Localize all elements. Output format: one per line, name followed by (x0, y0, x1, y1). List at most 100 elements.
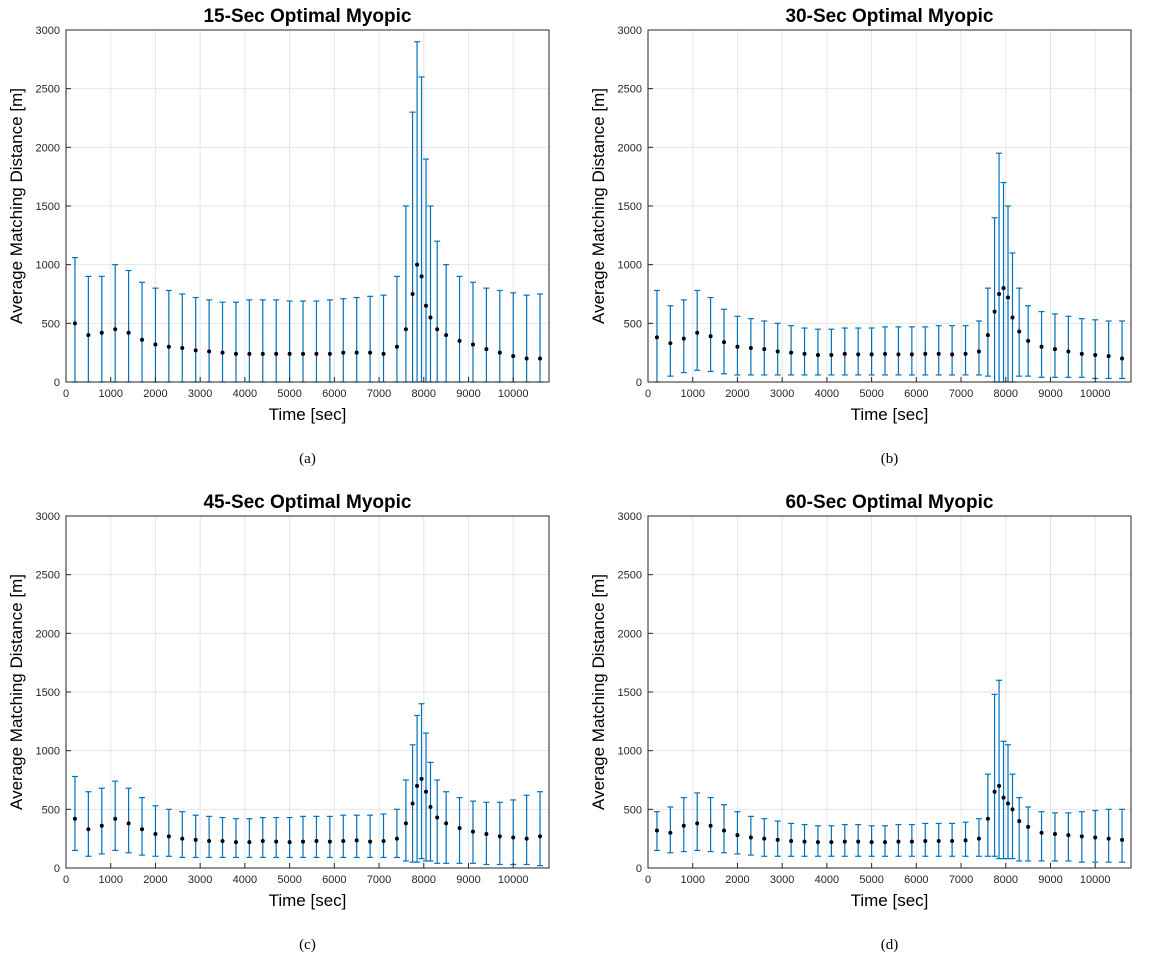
subfigure-caption: (c) (299, 937, 316, 953)
chart-panel-c: 0 1000 2000 3000 4000 5000 6000 7000 8000 9000 100… (0, 486, 582, 972)
data-point (314, 839, 319, 844)
data-point (444, 333, 449, 338)
data-point (815, 353, 820, 358)
data-point (113, 816, 118, 821)
y-tick-label: 2000 (618, 142, 642, 154)
data-point (99, 330, 104, 335)
x-tick-label: 1000 (680, 388, 704, 400)
data-point (748, 345, 753, 350)
x-tick-label: 0 (645, 388, 651, 400)
x-tick-label: 3000 (770, 874, 794, 886)
data-point (410, 292, 415, 296)
x-tick-label: 10000 (498, 388, 529, 400)
data-point (936, 351, 941, 356)
data-point (842, 839, 847, 844)
data-point (909, 839, 914, 844)
data-point (403, 821, 408, 826)
data-point (381, 351, 386, 356)
data-point (735, 344, 740, 349)
data-point (963, 838, 968, 843)
data-point (735, 833, 740, 838)
data-point (368, 839, 373, 844)
chart-title: 15-Sec Optimal Myopic (203, 6, 411, 27)
data-point (113, 327, 118, 332)
data-point (1106, 836, 1111, 841)
subfigure-caption: (d) (881, 937, 899, 953)
data-point (435, 815, 440, 820)
y-tick-label: 2000 (618, 628, 642, 640)
chart-panel-a: 0 1000 2000 3000 4000 5000 6000 7000 8000 9000 100… (0, 0, 582, 486)
data-point (997, 783, 1002, 788)
y-tick-label: 3000 (618, 511, 642, 523)
data-point (424, 303, 429, 308)
x-tick-label: 5000 (277, 874, 301, 886)
data-point (415, 783, 420, 788)
y-tick-label: 2500 (618, 84, 642, 96)
chart-panel-b: 0 1000 2000 3000 4000 5000 6000 7000 8000 9000 100… (582, 0, 1164, 486)
data-point (354, 838, 359, 843)
y-tick-label: 0 (54, 377, 60, 389)
data-point (856, 352, 861, 357)
chart-b-svg: 0 1000 2000 3000 4000 5000 6000 7000 8000 9000 100… (589, 6, 1132, 467)
data-point (1026, 824, 1031, 829)
y-tick-label: 2000 (36, 628, 60, 640)
x-tick-label: 5000 (859, 388, 883, 400)
chart-title: 30-Sec Optimal Myopic (785, 6, 993, 27)
chart-c-svg: 0 1000 2000 3000 4000 5000 6000 7000 8000 9000 100… (7, 492, 550, 953)
y-tick-label: 1000 (36, 746, 60, 758)
data-point (457, 826, 462, 831)
data-point (1120, 356, 1125, 361)
data-point (140, 337, 145, 342)
y-tick-label: 0 (636, 863, 642, 875)
data-point (72, 321, 77, 326)
data-point (403, 327, 408, 332)
data-point (368, 350, 373, 355)
y-axis-label: Average Matching Distance [m] (7, 88, 26, 324)
data-point (1093, 835, 1098, 840)
data-point (1093, 353, 1098, 358)
data-point (762, 347, 767, 352)
y-tick-label: 500 (624, 804, 642, 816)
data-point (829, 353, 834, 358)
x-tick-label: 0 (645, 874, 651, 886)
data-point (654, 335, 659, 340)
data-point (341, 839, 346, 844)
data-point (695, 821, 700, 826)
data-point (410, 801, 415, 806)
data-point (394, 836, 399, 841)
data-point (497, 350, 502, 355)
data-point (1052, 347, 1057, 352)
y-tick-label: 0 (636, 377, 642, 389)
data-point (681, 823, 686, 828)
x-tick-label: 4000 (815, 388, 839, 400)
data-point (314, 351, 319, 356)
data-point (435, 327, 440, 332)
x-tick-label: 1000 (98, 874, 122, 886)
y-tick-label: 3000 (36, 25, 60, 37)
data-point (220, 839, 225, 844)
data-point (963, 351, 968, 356)
data-point (180, 836, 185, 841)
data-point (193, 837, 198, 842)
data-point (1106, 354, 1111, 359)
x-tick-label: 9000 (1038, 874, 1062, 886)
x-tick-label: 9000 (456, 874, 480, 886)
data-point (274, 351, 279, 356)
x-tick-label: 6000 (904, 874, 928, 886)
x-tick-label: 5000 (277, 388, 301, 400)
data-point (428, 804, 433, 809)
data-point (985, 816, 990, 821)
data-point (72, 816, 77, 821)
data-point (1079, 834, 1084, 839)
data-point (992, 789, 997, 794)
data-point (394, 344, 399, 349)
chart-panel-d: 0 1000 2000 3000 4000 5000 6000 7000 8000 9000 100… (582, 486, 1164, 972)
data-point (883, 840, 888, 845)
x-tick-label: 8000 (994, 874, 1018, 886)
y-tick-label: 1500 (618, 687, 642, 699)
x-tick-label: 0 (63, 388, 69, 400)
data-point (287, 840, 292, 845)
y-tick-label: 0 (54, 863, 60, 875)
x-tick-label: 1000 (98, 388, 122, 400)
data-point (327, 839, 332, 844)
